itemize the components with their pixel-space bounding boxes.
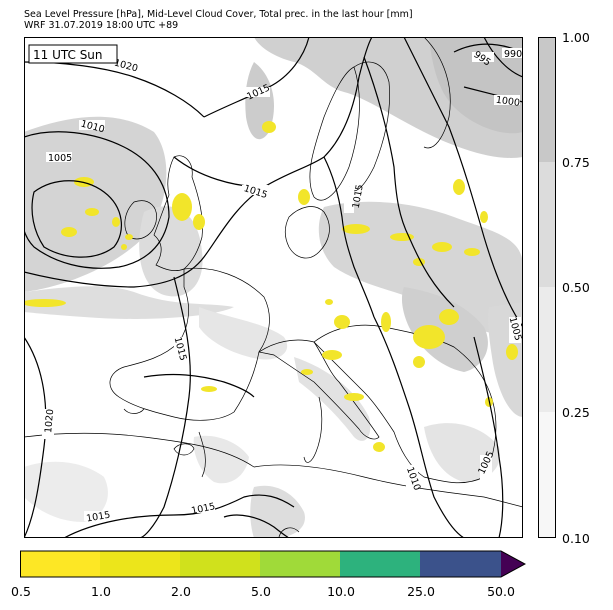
time-label: 11 UTC Sun	[33, 48, 103, 62]
precip-band-4	[340, 551, 420, 577]
isobar-label: 1020	[43, 409, 56, 434]
precip-tick-label: 5.0	[251, 584, 271, 599]
precip-colorbar	[20, 550, 526, 578]
cloud-tick-label: 0.25	[562, 405, 590, 420]
cloud-tick-label: 0.75	[562, 155, 590, 170]
map-title-line-1: Sea Level Pressure [hPa], Mid-Level Clou…	[24, 9, 413, 20]
isobar-label: 1015	[85, 510, 111, 525]
precip-tick-label: 2.0	[171, 584, 191, 599]
precip-tick-label: 0.5	[11, 584, 31, 599]
precip-band-0	[20, 551, 100, 577]
isobar-label: 1000	[495, 95, 520, 109]
precipitation-layer	[24, 121, 518, 452]
cloud-band-2	[538, 287, 556, 412]
precip-band-5	[420, 551, 501, 577]
map-frame	[24, 37, 523, 538]
isobar-label: 1005	[48, 153, 72, 164]
precip-tick-label: 1.0	[91, 584, 111, 599]
cloud-cover-colorbar	[538, 37, 556, 538]
cloud-band-1	[538, 162, 556, 287]
cloud-band-0	[538, 37, 556, 162]
isobar-label: 990	[504, 49, 522, 60]
isobar-label: 1015	[351, 184, 366, 210]
weather-map: 1020 1015 1010 1005 1015 1015 995 990 10…	[24, 37, 523, 538]
cloud-tick-label: 1.00	[562, 30, 590, 45]
precip-band-1	[100, 551, 180, 577]
cloud-tick-label: 0.50	[562, 280, 590, 295]
cloud-tick-label: 0.10	[562, 531, 590, 546]
time-label-box: 11 UTC Sun	[28, 44, 118, 64]
map-title-line-2: WRF 31.07.2019 18:00 UTC +89	[24, 20, 179, 31]
isobar-label: 1015	[190, 501, 216, 517]
precip-tick-label: 25.0	[407, 584, 435, 599]
precip-tick-label: 50.0	[487, 584, 515, 599]
precip-band-3	[260, 551, 340, 577]
cloud-band-3	[538, 412, 556, 538]
precip-band-2	[180, 551, 260, 577]
precip-extend-arrow	[501, 551, 525, 577]
precip-tick-label: 10.0	[327, 584, 355, 599]
